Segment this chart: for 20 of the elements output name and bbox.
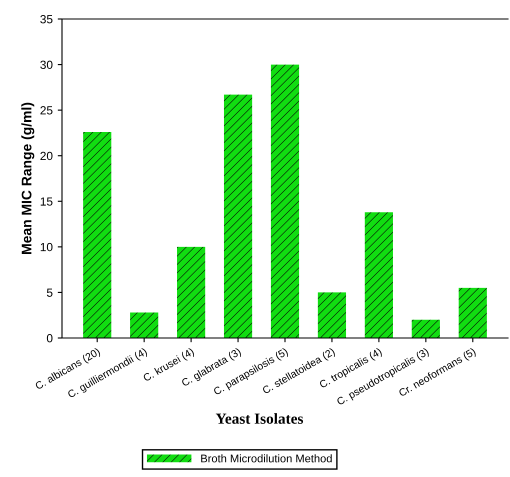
bar xyxy=(130,312,158,338)
bar xyxy=(177,246,206,338)
bar xyxy=(364,212,393,338)
y-tick-label: 10 xyxy=(40,242,53,252)
y-tick-label: 20 xyxy=(40,152,53,160)
bar xyxy=(83,132,112,338)
bar xyxy=(270,64,300,338)
bar xyxy=(458,288,487,338)
y-axis-title: Mean MIC Range (g/ml) xyxy=(21,102,34,254)
y-tick-label: 25 xyxy=(40,106,52,115)
x-axis-title: Yeast Isolates xyxy=(216,413,304,424)
y-tick-label: 30 xyxy=(40,60,53,69)
y-tick-label: 35 xyxy=(40,15,52,24)
y-tick-label: 5 xyxy=(46,288,52,297)
legend-label: Broth Microdilution Method xyxy=(201,454,332,462)
bar xyxy=(318,292,346,338)
bar xyxy=(224,94,252,338)
bar xyxy=(412,320,440,338)
y-tick-label: 15 xyxy=(40,197,52,206)
y-tick-label: 0 xyxy=(46,334,53,342)
